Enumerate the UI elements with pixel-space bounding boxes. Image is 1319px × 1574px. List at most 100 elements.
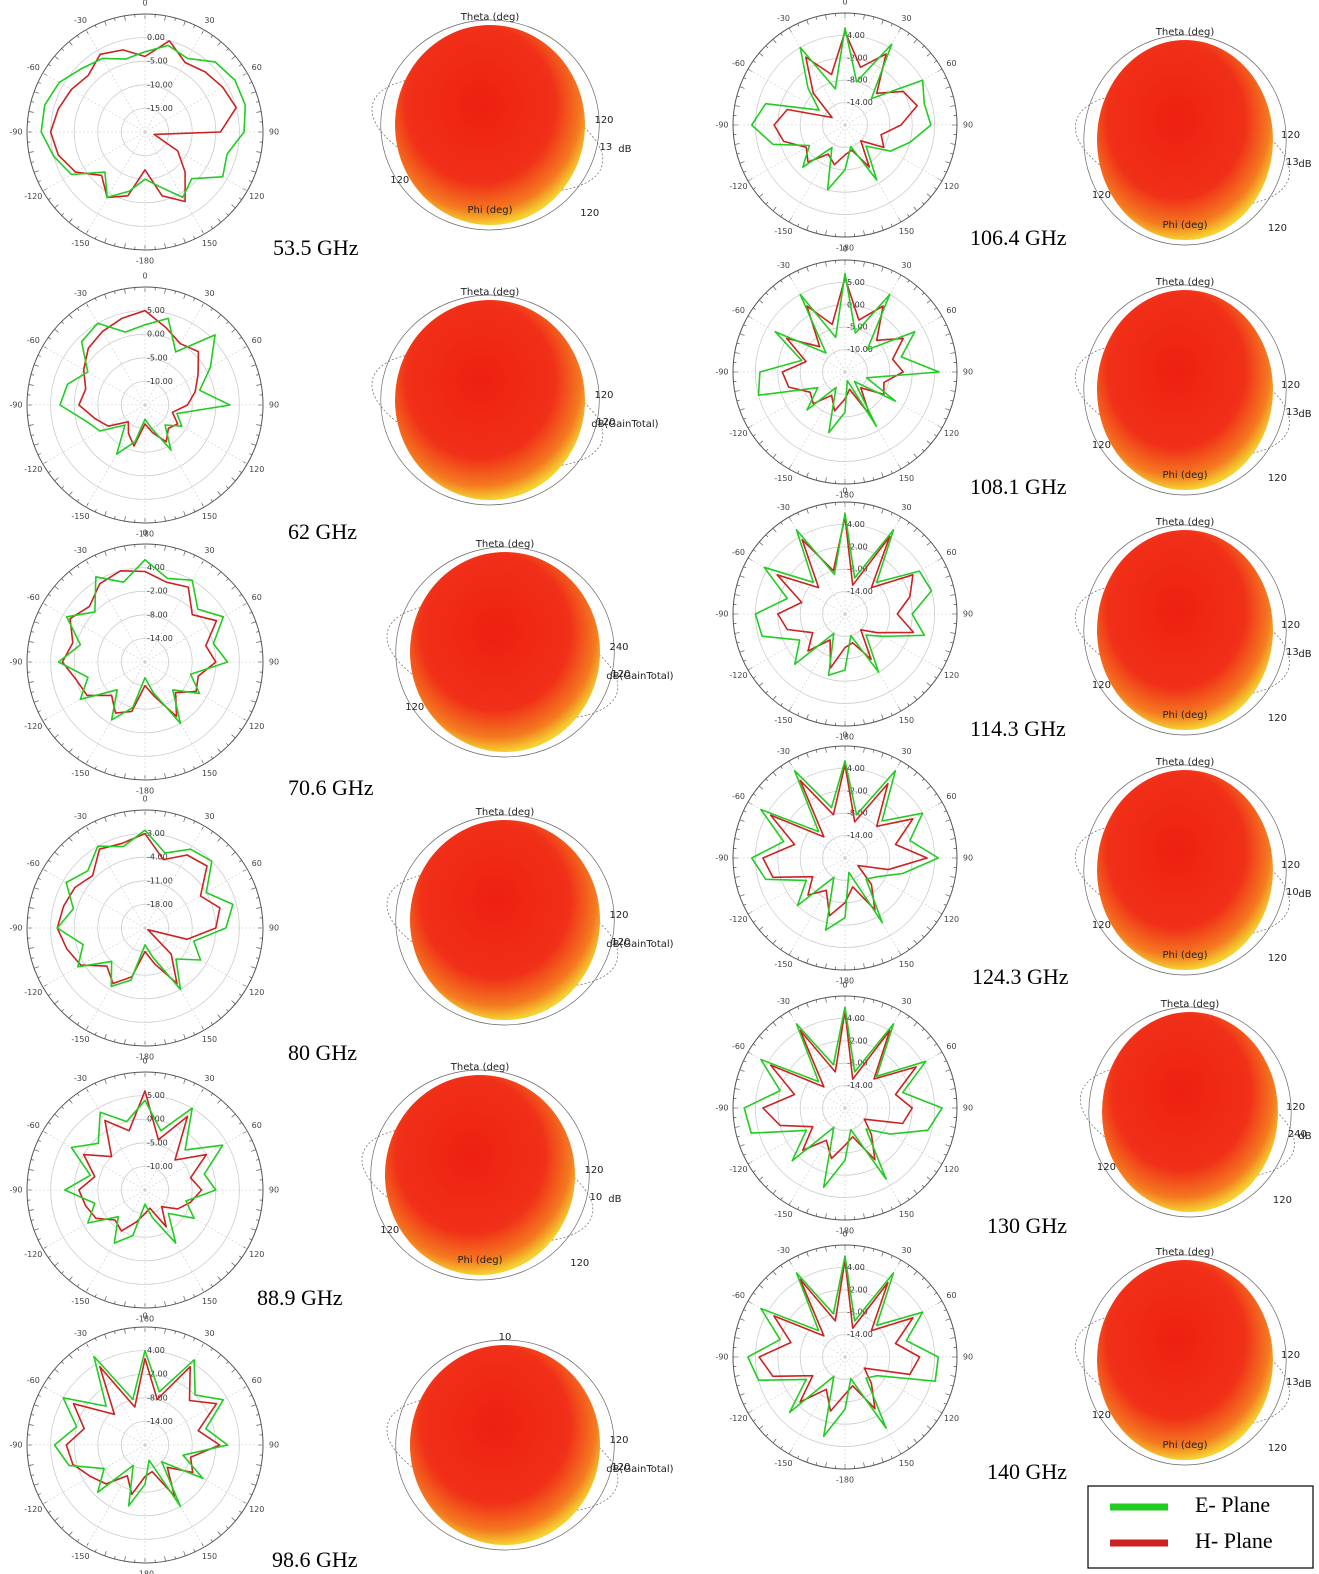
angle-minor-tick: [194, 298, 195, 301]
angle-tick-label: -150: [71, 1552, 89, 1561]
angle-minor-tick: [251, 171, 256, 173]
angle-minor-tick: [735, 839, 740, 840]
angle-minor-tick: [256, 385, 261, 386]
angle-minor-tick: [826, 1462, 827, 1467]
angle-minor-tick: [927, 300, 931, 303]
angle-minor-tick: [950, 144, 955, 145]
angle-tick-label: 0: [142, 1057, 147, 1066]
angle-minor-tick: [946, 409, 951, 411]
angle-minor-tick: [62, 845, 64, 847]
angle-minor-tick: [927, 1426, 931, 1429]
angle-tick-label: 30: [204, 289, 214, 298]
angle-minor-tick: [165, 1039, 166, 1044]
angle-minor-tick: [946, 334, 951, 336]
angle-minor-tick: [232, 478, 236, 481]
angle-tick-label: -150: [774, 1210, 792, 1219]
angle-minor-tick: [950, 886, 953, 887]
surface-label: dB: [1298, 409, 1311, 420]
surface-label: dB: [1298, 889, 1311, 900]
angle-minor-tick: [114, 773, 115, 776]
angle-minor-tick: [798, 1456, 799, 1459]
angle-minor-tick: [950, 585, 953, 586]
angle-minor-tick: [914, 696, 917, 700]
angle-minor-tick: [773, 528, 776, 532]
angle-minor-tick: [807, 267, 809, 272]
angle-minor-tick: [95, 298, 96, 301]
angle-minor-tick: [922, 779, 924, 781]
angle-minor-tick: [125, 516, 126, 521]
angle-minor-tick: [251, 365, 256, 367]
angle-minor-tick: [226, 845, 228, 847]
angle-tick-label: 0: [142, 272, 147, 281]
angle-minor-tick: [927, 53, 931, 56]
grid-spoke: [86, 30, 145, 132]
angle-tick-label: 60: [946, 306, 956, 315]
angle-minor-tick: [922, 46, 924, 48]
frequency-label: 106.4 GHz: [970, 225, 1067, 250]
angle-minor-tick: [165, 1301, 166, 1306]
angle-tick-label: 30: [901, 747, 911, 756]
angle-minor-tick: [807, 1458, 809, 1463]
angle-minor-tick: [114, 1556, 115, 1559]
angle-tick-label: 0: [842, 731, 847, 740]
angle-minor-tick: [816, 264, 817, 267]
angle-minor-tick: [232, 735, 236, 738]
angle-minor-tick: [737, 1136, 740, 1137]
surface-label: Phi (deg): [1163, 1440, 1208, 1451]
angle-minor-tick: [165, 1074, 166, 1079]
angle-minor-tick: [29, 682, 34, 683]
angle-minor-tick: [69, 749, 72, 753]
angle-minor-tick: [256, 425, 261, 426]
angle-minor-tick: [69, 42, 72, 46]
angle-minor-tick: [946, 162, 951, 164]
angle-minor-tick: [125, 16, 126, 21]
angle-minor-tick: [48, 64, 50, 66]
angle-minor-tick: [781, 1265, 783, 1267]
angle-minor-tick: [882, 20, 884, 25]
angle-minor-tick: [77, 1348, 79, 1350]
angle-minor-tick: [950, 1338, 955, 1339]
angle-tick-label: 60: [946, 1291, 956, 1300]
angle-minor-tick: [218, 315, 221, 319]
angle-minor-tick: [114, 1331, 115, 1334]
angle-minor-tick: [256, 1159, 259, 1160]
angle-minor-tick: [232, 1518, 236, 1521]
polar-chart: 3.00-4.00-11.00-18.000306090120150-180-1…: [9, 795, 279, 1062]
angle-minor-tick: [256, 1425, 261, 1426]
angle-tick-label: -90: [715, 121, 728, 130]
angle-minor-tick: [737, 153, 740, 154]
angle-tick-label: 120: [249, 988, 264, 997]
angle-minor-tick: [125, 1074, 126, 1079]
surface-label: 120: [1281, 380, 1300, 391]
angle-minor-tick: [740, 820, 745, 822]
angle-minor-tick: [873, 1462, 874, 1465]
angle-minor-tick: [69, 219, 72, 223]
angle-minor-tick: [737, 1079, 740, 1080]
angle-minor-tick: [743, 660, 746, 661]
angle-tick-label: -150: [774, 474, 792, 483]
angle-minor-tick: [194, 1032, 195, 1035]
angle-minor-tick: [55, 205, 59, 208]
angle-minor-tick: [34, 1405, 39, 1407]
angle-tick-label: 0: [142, 1312, 147, 1321]
angle-minor-tick: [908, 1265, 910, 1267]
angle-minor-tick: [114, 548, 115, 551]
angle-minor-tick: [882, 753, 884, 758]
angle-minor-tick: [125, 1301, 126, 1306]
angle-minor-tick: [950, 1328, 953, 1329]
angle-minor-tick: [175, 243, 176, 246]
angle-minor-tick: [105, 21, 107, 26]
angle-tick-label: 90: [269, 1186, 279, 1195]
angle-minor-tick: [944, 1154, 947, 1155]
angle-minor-tick: [735, 1338, 740, 1339]
grid-spoke: [845, 125, 942, 181]
pattern-surface: [410, 820, 600, 1020]
angle-minor-tick: [48, 1511, 50, 1513]
angle-minor-tick: [950, 642, 953, 643]
angle-minor-tick: [184, 1296, 186, 1301]
angle-minor-tick: [873, 477, 874, 480]
pattern-3d: Theta (deg)12013dB120120Phi (deg): [1063, 517, 1312, 735]
surface-label: 13: [1286, 157, 1299, 168]
angle-minor-tick: [55, 852, 59, 855]
angle-minor-tick: [735, 144, 740, 145]
